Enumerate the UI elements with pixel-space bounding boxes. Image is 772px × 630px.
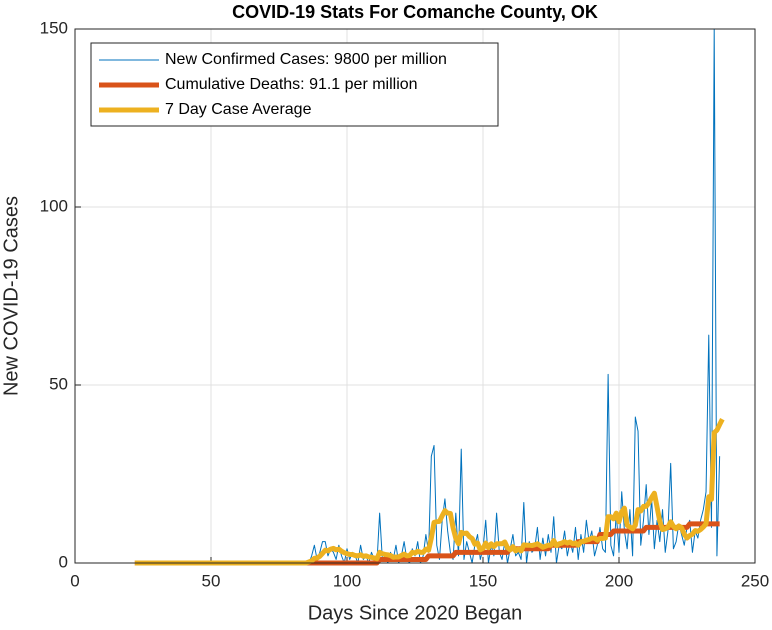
chart-title: COVID-19 Stats For Comanche County, OK [232,2,598,22]
legend-label: New Confirmed Cases: 9800 per million [165,51,447,68]
legend-label: Cumulative Deaths: 91.1 per million [165,76,418,93]
legend-label: 7 Day Case Average [165,101,312,118]
x-tick-label: 0 [70,571,79,590]
x-tick-label: 250 [741,571,769,590]
y-tick-label: 150 [40,18,68,37]
y-tick-label: 50 [49,374,68,393]
x-tick-label: 150 [469,571,497,590]
x-tick-label: 200 [605,571,633,590]
y-tick-label: 0 [59,552,68,571]
x-axis-label: Days Since 2020 Began [308,602,523,624]
x-tick-label: 50 [202,571,221,590]
plot-frame [74,28,756,564]
y-tick-label: 100 [40,196,68,215]
y-axis-label: New COVID-19 Cases [0,196,22,396]
x-tick-label: 100 [333,571,361,590]
